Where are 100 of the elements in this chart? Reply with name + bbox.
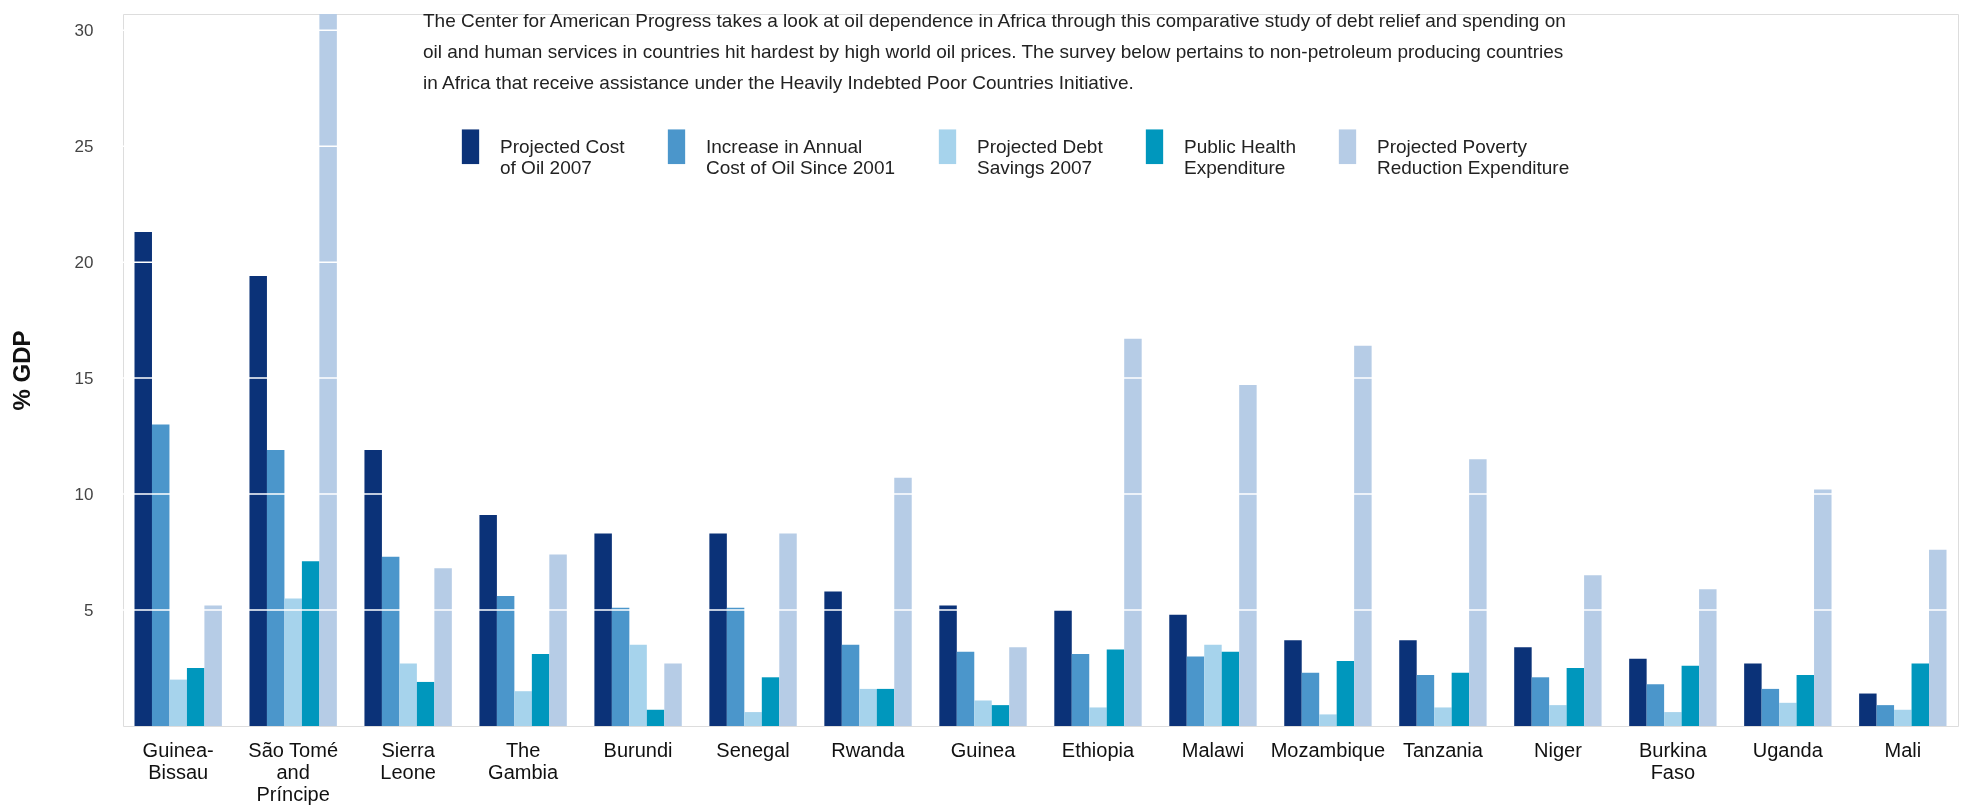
bar <box>204 605 222 726</box>
bar <box>1301 672 1320 726</box>
bar <box>1354 345 1372 726</box>
bar <box>956 651 975 726</box>
x-tick-label: Mozambique <box>1270 738 1386 761</box>
bar <box>266 450 285 726</box>
bar <box>1319 714 1337 726</box>
x-tick-label: The Gambia <box>488 738 559 783</box>
x-tick-label: Mali <box>1884 738 1922 761</box>
bar <box>1054 610 1072 726</box>
bar <box>664 663 682 726</box>
x-tick-label: Guinea <box>950 738 1017 761</box>
bar <box>1514 647 1532 726</box>
bar <box>1911 663 1930 726</box>
bar <box>1629 658 1647 726</box>
bar <box>1169 614 1187 726</box>
x-tick-label: Ethiopia <box>1061 738 1135 761</box>
bar <box>1584 575 1602 726</box>
bar <box>876 688 895 726</box>
bar <box>399 663 417 726</box>
bar <box>894 477 912 726</box>
bar <box>1239 385 1257 726</box>
bar <box>549 554 567 726</box>
bar <box>169 679 187 726</box>
bar <box>1876 705 1895 726</box>
bar <box>1779 702 1797 726</box>
bar <box>646 709 665 726</box>
bar <box>779 533 797 726</box>
bar <box>284 598 302 726</box>
bar <box>1814 489 1832 726</box>
y-tick-label: 25 <box>74 136 94 156</box>
legend-label: Projected Debt Savings 2007 <box>977 135 1104 178</box>
bar <box>1859 693 1877 726</box>
legend-label: Projected Cost of Oil 2007 <box>500 135 626 178</box>
bar <box>134 232 152 726</box>
bar <box>629 644 647 726</box>
x-tick-label: Malawi <box>1181 738 1245 761</box>
bar <box>514 691 532 726</box>
bar <box>1894 709 1912 726</box>
y-tick-label: 10 <box>74 484 94 504</box>
bar <box>824 591 842 726</box>
bar <box>939 605 957 726</box>
bar <box>1929 549 1947 726</box>
bar <box>1106 649 1125 726</box>
bar <box>859 688 877 726</box>
bar <box>249 276 267 726</box>
text: The Center for American Progress takes a look at oil dependence in Africa through this comparative study of debt relief and spending on oil and human services in countries hit hardest by high world oil prices. The survey below pertains to non-petroleum producing countries in Africa that receive assistance under the Heavily Indebted Poor Countries Initiative. <box>423 10 1566 93</box>
bar <box>611 607 630 726</box>
bar <box>416 681 435 726</box>
legend-label: Increase in Annual Cost of Oil Since 2001 <box>706 135 896 178</box>
bar <box>1089 707 1107 726</box>
bar <box>301 561 320 726</box>
bar <box>974 700 992 726</box>
legend-label: Public Health Expenditure <box>1184 135 1296 178</box>
bar <box>1664 712 1682 726</box>
bar <box>1646 684 1665 726</box>
bar <box>151 424 170 726</box>
bar <box>761 677 780 726</box>
bar <box>434 568 452 726</box>
y-axis-title: % GDP <box>7 330 35 411</box>
bar <box>594 533 612 726</box>
x-tick-label: Burkina Faso <box>1638 738 1708 783</box>
bar <box>381 556 400 726</box>
bar <box>1434 707 1452 726</box>
bar <box>1336 661 1355 726</box>
bar <box>1744 663 1762 726</box>
bar <box>1699 589 1717 726</box>
bar <box>744 712 762 726</box>
x-tick-label: Rwanda <box>831 738 906 761</box>
bar <box>1124 338 1142 726</box>
bar <box>841 644 860 726</box>
x-tick-label: Uganda <box>1752 738 1824 761</box>
bar <box>479 514 497 726</box>
bar <box>1796 674 1815 726</box>
bar <box>726 607 745 726</box>
bar <box>1399 640 1417 726</box>
bar <box>319 14 337 726</box>
bar <box>1761 688 1780 726</box>
bar <box>1566 668 1585 726</box>
bar <box>1204 644 1222 726</box>
bar <box>1469 459 1487 726</box>
bar <box>1071 654 1090 726</box>
bar <box>1531 677 1550 726</box>
x-tick-label: São Tomé and Príncipe <box>248 738 339 805</box>
y-tick-label: 5 <box>84 600 94 620</box>
bar <box>1549 705 1567 726</box>
x-tick-label: Sierra Leone <box>380 738 436 783</box>
x-tick-label: Burundi <box>603 738 673 761</box>
bar <box>1009 647 1027 726</box>
bar <box>1186 656 1205 726</box>
y-tick-label: 30 <box>74 20 94 40</box>
legend-label: Projected Poverty Reduction Expenditure <box>1377 135 1570 178</box>
y-tick-label: 20 <box>74 252 94 272</box>
x-tick-label: Niger <box>1533 738 1583 761</box>
bar <box>186 668 205 726</box>
bar <box>1221 651 1240 726</box>
bar <box>364 450 382 726</box>
bar <box>1284 640 1302 726</box>
x-tick-label: Guinea-Bissau <box>142 738 214 783</box>
bar <box>1451 672 1470 726</box>
